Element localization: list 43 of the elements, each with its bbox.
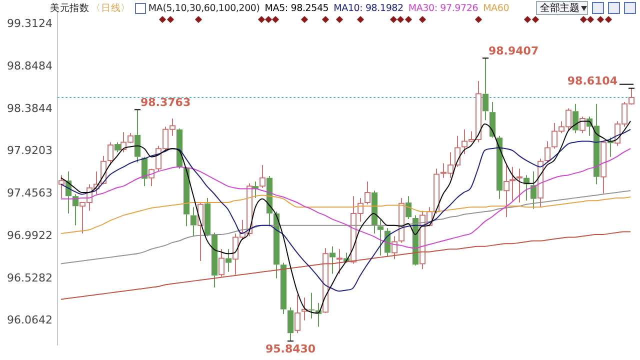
candlestick: [274, 211, 280, 279]
y-tick-label: 99.3124: [6, 17, 52, 30]
y-tick-label: 96.0642: [6, 314, 52, 327]
chart-subtitle: 〈日线〉: [91, 2, 130, 15]
y-tick-label: 98.8484: [6, 59, 52, 72]
annotation: 全部主题: [540, 2, 580, 15]
annotation: 98.3763: [140, 96, 191, 110]
y-tick-label: 96.9922: [6, 228, 52, 242]
candlestick: [378, 219, 384, 256]
candlestick: [482, 58, 488, 121]
candlestick: [190, 206, 196, 237]
text: MA5: 98.2545: [264, 3, 329, 14]
line-series: [60, 231, 632, 300]
candlestick: [142, 156, 148, 187]
candlestick: [490, 102, 496, 138]
line-series: [60, 190, 632, 264]
text: MA30: 97.9726: [408, 3, 478, 14]
y-tick-label: 96.5282: [6, 271, 52, 284]
text: MA60: [483, 3, 510, 14]
line-series: [60, 194, 632, 234]
candlestick: [226, 248, 232, 272]
candlestick: [308, 292, 314, 320]
candlestick: [530, 170, 536, 210]
candlestick: [288, 307, 294, 342]
candlestick: [406, 196, 412, 220]
text: MA10: 98.1982: [334, 3, 404, 14]
y-tick-label: 98.3844: [6, 102, 52, 115]
y-tick-label: 97.9203: [6, 144, 52, 158]
annotation: 98.6104: [567, 74, 618, 88]
candlestick: [372, 190, 378, 234]
candlestick: [330, 246, 336, 274]
annotation: 98.9407: [488, 44, 539, 58]
candlestick: [280, 262, 286, 314]
annotation: MA(5,10,30,60,100,200): [148, 3, 260, 14]
candlestick: [72, 194, 78, 226]
candlestick: [572, 103, 578, 134]
chart-title: 美元指数: [50, 2, 90, 15]
candlestick: [496, 135, 502, 200]
candlestick: [212, 232, 218, 288]
candlestick: [252, 180, 258, 198]
annotation: 95.8430: [265, 342, 316, 356]
candlestick: [114, 142, 120, 153]
y-tick-label: 97.4563: [6, 186, 52, 200]
